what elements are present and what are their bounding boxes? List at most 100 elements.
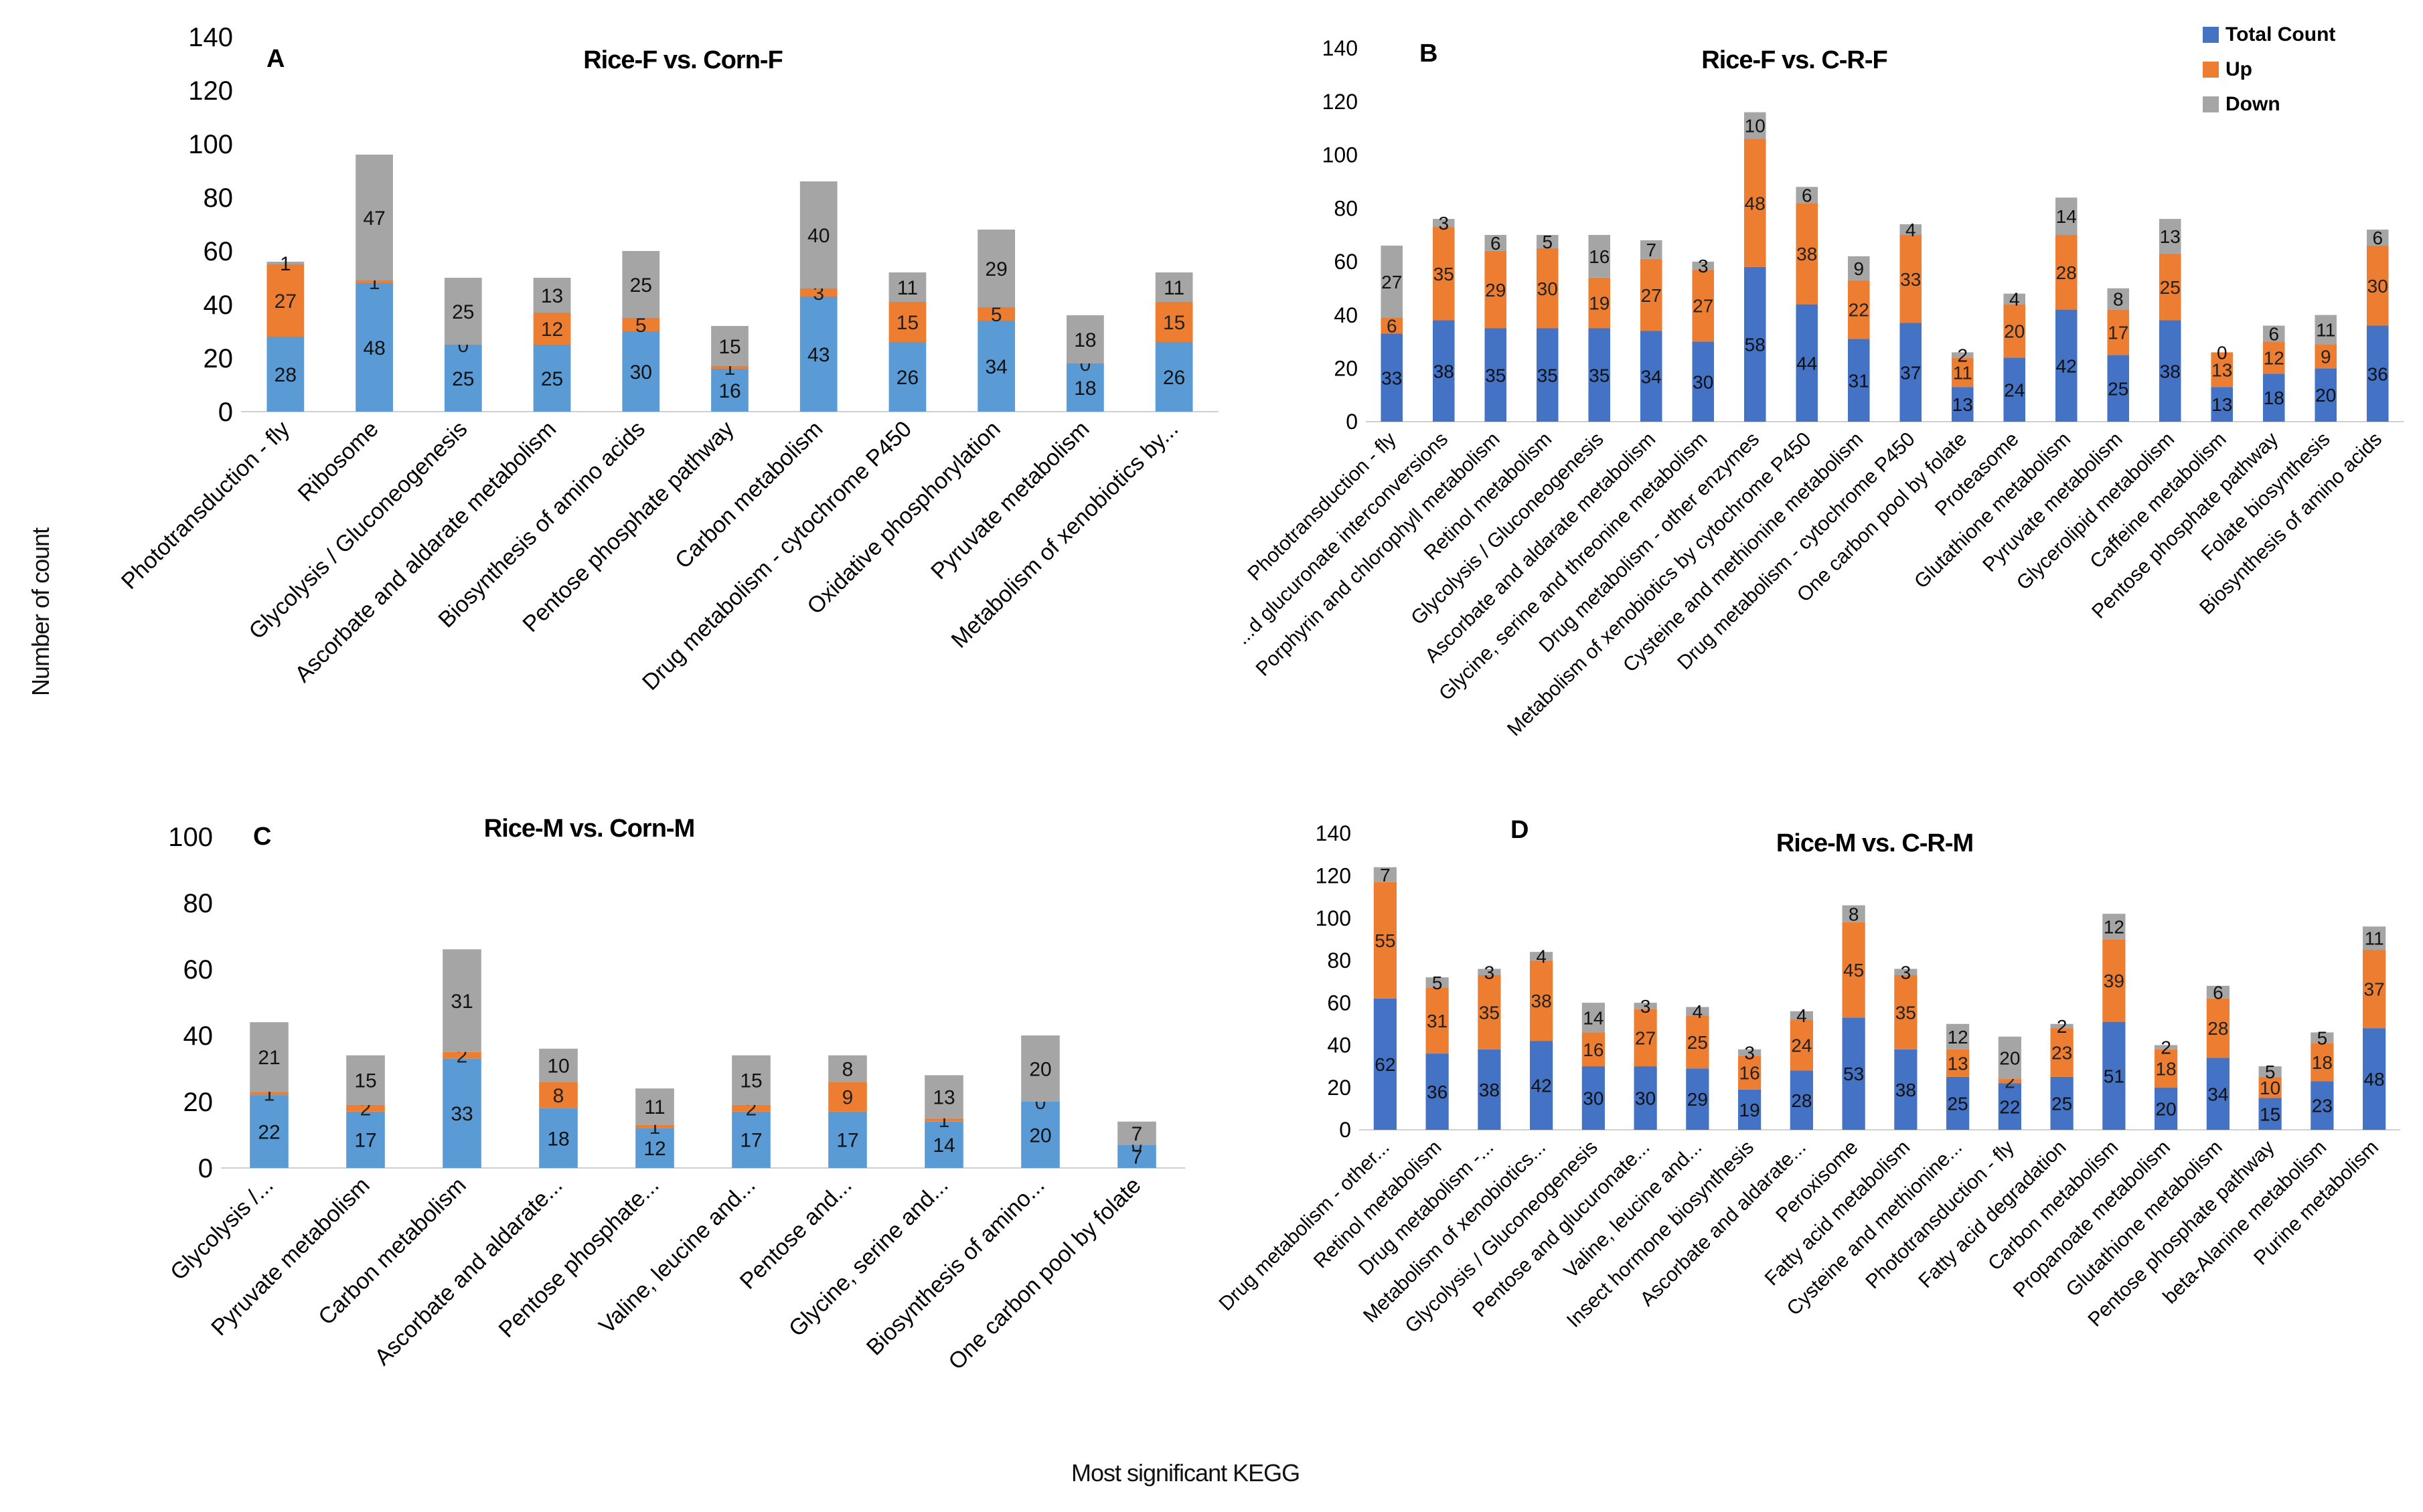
- y-tick-label: 100: [188, 130, 233, 159]
- bar-down: [356, 155, 393, 280]
- panel-letter: D: [1510, 816, 1529, 844]
- data-label: 6: [1387, 316, 1397, 337]
- bar-up: [2159, 253, 2181, 321]
- x-category-label: Pyruvate metabolism: [926, 416, 1094, 584]
- bar-total-count: [444, 345, 482, 412]
- bar-up: [1425, 987, 1449, 1054]
- bar-total-count: [539, 1108, 578, 1168]
- panel-letter: A: [266, 45, 285, 73]
- bar-down: [2159, 219, 2181, 254]
- bar-total-count: [2206, 1058, 2230, 1130]
- data-label: 20: [2004, 321, 2025, 342]
- bar-down: [799, 181, 838, 288]
- y-tick-label: 140: [188, 23, 233, 52]
- bar-up: [533, 313, 571, 345]
- data-label: 15: [896, 312, 919, 334]
- bar-up: [356, 280, 393, 283]
- bar-up: [2050, 1028, 2074, 1077]
- data-label: 3: [1484, 962, 1495, 983]
- data-label: 27: [1635, 1027, 1656, 1048]
- bar-total-count: [1634, 1066, 1657, 1130]
- data-label: 39: [2104, 971, 2124, 991]
- bar-up: [2102, 939, 2126, 1022]
- data-label: 8: [2113, 289, 2124, 310]
- bar-total-count: [356, 283, 393, 412]
- bar-total-count: [1381, 333, 1403, 422]
- bar-down: [2107, 288, 2130, 310]
- data-label: 18: [547, 1128, 569, 1150]
- bar-total-count: [1581, 1066, 1605, 1130]
- data-label: 23: [2312, 1096, 2333, 1116]
- data-label: 8: [1849, 904, 1859, 924]
- bar-up: [1946, 1049, 1970, 1077]
- data-label: 0: [2217, 342, 2227, 363]
- data-label: 28: [1791, 1090, 1812, 1111]
- data-label: 29: [1687, 1089, 1708, 1110]
- data-label: 38: [1796, 244, 1817, 264]
- bar-total-count: [1432, 320, 1455, 422]
- x-category-label: Drug metabolism - cytochrome P450: [1673, 428, 1920, 675]
- data-label: 25: [541, 368, 563, 390]
- data-label: 18: [2156, 1058, 2177, 1079]
- data-label: 20: [1029, 1124, 1051, 1147]
- data-label: 35: [1589, 365, 1610, 386]
- bar-up: [925, 1118, 963, 1122]
- bar-total-count: [2262, 373, 2285, 422]
- data-label: 5: [1542, 232, 1553, 252]
- y-tick-label: 20: [183, 1088, 214, 1117]
- bar-down: [266, 262, 305, 264]
- data-label: 26: [1163, 367, 1185, 389]
- bar-up: [2055, 235, 2078, 310]
- data-label: 7: [1131, 1146, 1143, 1168]
- bar-down: [1946, 1023, 1970, 1049]
- data-label: 11: [2365, 928, 2384, 949]
- data-label: 6: [1802, 185, 1812, 205]
- bar-total-count: [1640, 331, 1662, 422]
- x-category-label: Ascorbate and aldarate...: [370, 1173, 568, 1371]
- x-category-label: Ribosome: [293, 416, 384, 507]
- bar-down: [2262, 325, 2285, 342]
- data-label: 15: [1163, 312, 1185, 334]
- data-label: 2: [1957, 345, 1968, 365]
- bar-down: [1634, 1003, 1657, 1009]
- data-label: 18: [1074, 377, 1096, 400]
- bar-total-count: [2107, 355, 2130, 422]
- bar-up: [2262, 341, 2285, 374]
- bar-down: [2055, 197, 2078, 235]
- bar-up: [1738, 1056, 1762, 1090]
- y-tick-label: 0: [218, 398, 233, 427]
- data-label: 30: [1693, 371, 1713, 392]
- chart-title: Rice-F vs. Corn-F: [583, 46, 783, 74]
- bar-down: [2050, 1023, 2074, 1029]
- data-label: 29: [985, 258, 1007, 280]
- bar-total-count: [2315, 368, 2337, 422]
- data-label: 14: [2056, 206, 2077, 227]
- bar-total-count: [2366, 325, 2389, 422]
- bar-up: [1796, 203, 1818, 305]
- data-label: 22: [1849, 300, 1869, 321]
- bar-down: [1536, 235, 1559, 248]
- bar-up: [828, 1082, 867, 1112]
- bar-up: [1581, 1032, 1605, 1067]
- panel-letter: B: [1419, 39, 1437, 68]
- bar-total-count: [1842, 1017, 1865, 1130]
- bar-up: [1634, 1009, 1657, 1067]
- data-label: 26: [896, 367, 919, 389]
- data-label: 38: [1433, 361, 1454, 382]
- bar-down: [346, 1055, 385, 1105]
- y-tick-label: 80: [1327, 948, 1351, 973]
- data-label: 30: [1537, 278, 1558, 299]
- data-label: 17: [836, 1130, 858, 1152]
- bar-up: [443, 1052, 481, 1059]
- bar-down: [1067, 315, 1104, 363]
- data-label: 4: [1905, 220, 1916, 240]
- data-label: 14: [1583, 1007, 1604, 1028]
- y-tick-label: 100: [1322, 143, 1358, 167]
- bar-up: [539, 1082, 578, 1108]
- bar-down: [1894, 969, 1918, 976]
- bar-total-count: [1998, 1083, 2021, 1130]
- data-label: 5: [1432, 973, 1443, 993]
- data-label: 7: [1380, 865, 1391, 886]
- data-label: 23: [2051, 1043, 2072, 1064]
